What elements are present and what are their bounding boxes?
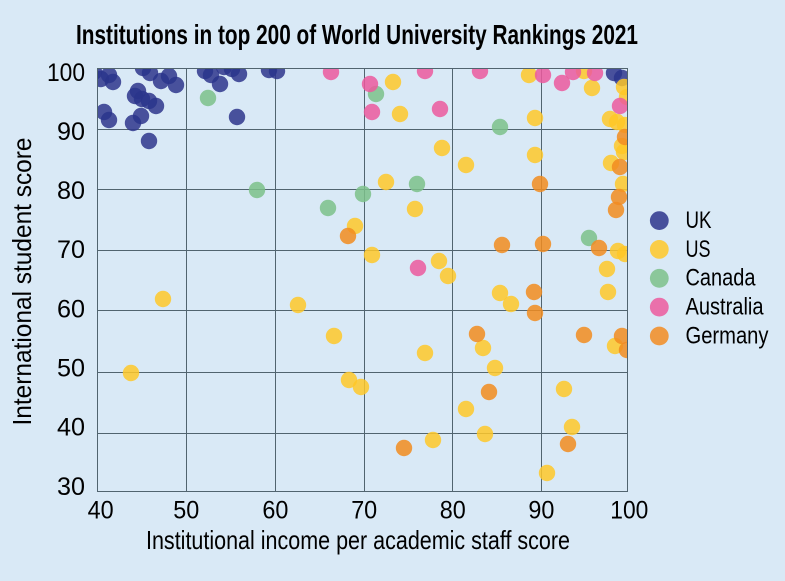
svg-text:Institutional income per acade: Institutional income per academic staff …: [146, 525, 570, 555]
svg-text:UK: UK: [686, 207, 712, 234]
svg-text:80: 80: [440, 496, 466, 524]
svg-text:70: 70: [351, 496, 377, 524]
svg-text:70: 70: [57, 236, 85, 264]
svg-text:US: US: [686, 236, 711, 263]
svg-text:Institutions in top 200 of Wor: Institutions in top 200 of World Univers…: [76, 19, 638, 50]
svg-text:90: 90: [528, 496, 554, 524]
svg-text:100: 100: [610, 496, 648, 524]
svg-text:30: 30: [57, 473, 85, 501]
svg-text:Canada: Canada: [686, 265, 757, 292]
svg-text:60: 60: [57, 295, 85, 323]
svg-text:100: 100: [47, 59, 85, 87]
svg-text:Australia: Australia: [686, 293, 765, 320]
svg-text:50: 50: [173, 496, 199, 524]
svg-text:40: 40: [57, 414, 85, 442]
svg-text:40: 40: [88, 496, 114, 524]
svg-text:Germany: Germany: [686, 322, 769, 349]
svg-text:60: 60: [262, 496, 288, 524]
svg-text:80: 80: [57, 177, 85, 205]
svg-text:50: 50: [57, 355, 85, 383]
svg-text:90: 90: [57, 118, 85, 146]
svg-text:International student score: International student score: [7, 138, 37, 426]
